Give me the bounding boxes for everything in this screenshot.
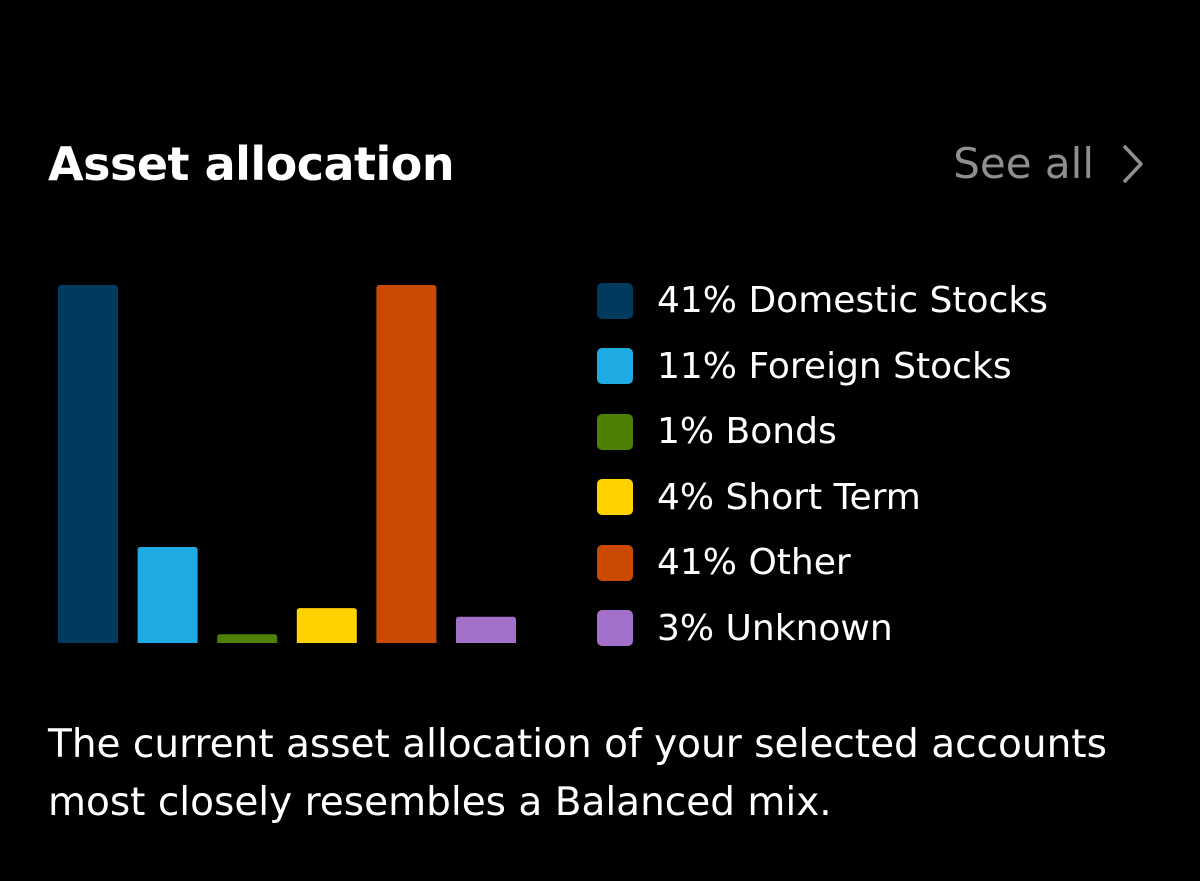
legend-swatch: [597, 348, 633, 385]
legend-swatch: [597, 479, 633, 516]
legend-label: 11% Foreign Stocks: [657, 345, 1012, 387]
legend-label: 41% Other: [657, 542, 851, 584]
bar-other: [376, 285, 437, 643]
section-title: Asset allocation: [48, 137, 455, 191]
allocation-bar-chart: [58, 285, 516, 643]
legend-swatch: [597, 282, 633, 319]
bar-foreign-stocks: [137, 546, 198, 643]
section-header: Asset allocation See all: [48, 132, 1144, 196]
bar-domestic-stocks: [58, 285, 118, 643]
legend-swatch: [597, 413, 633, 450]
legend-label: 1% Bonds: [657, 411, 837, 453]
bar-bonds: [217, 634, 278, 643]
legend-swatch: [597, 610, 633, 647]
legend-item: 11% Foreign Stocks: [597, 334, 1048, 400]
legend-item: 1% Bonds: [597, 399, 1048, 465]
legend-label: 41% Domestic Stocks: [657, 280, 1048, 322]
allocation-summary: The current asset allocation of your sel…: [48, 722, 1107, 825]
legend-item: 41% Domestic Stocks: [597, 268, 1048, 334]
bar-short-term: [296, 608, 357, 643]
legend-item: 4% Short Term: [597, 465, 1048, 531]
legend-item: 3% Unknown: [597, 596, 1048, 662]
chart-legend: 41% Domestic Stocks 11% Foreign Stocks 1…: [597, 268, 1048, 661]
legend-label: 3% Unknown: [657, 607, 893, 649]
legend-item: 41% Other: [597, 530, 1048, 596]
bar-unknown: [456, 616, 516, 643]
chevron-right-icon: [1123, 145, 1143, 183]
legend-label: 4% Short Term: [657, 476, 921, 518]
see-all-link[interactable]: See all: [953, 132, 1144, 196]
legend-swatch: [597, 544, 633, 581]
see-all-label: See all: [953, 139, 1094, 188]
